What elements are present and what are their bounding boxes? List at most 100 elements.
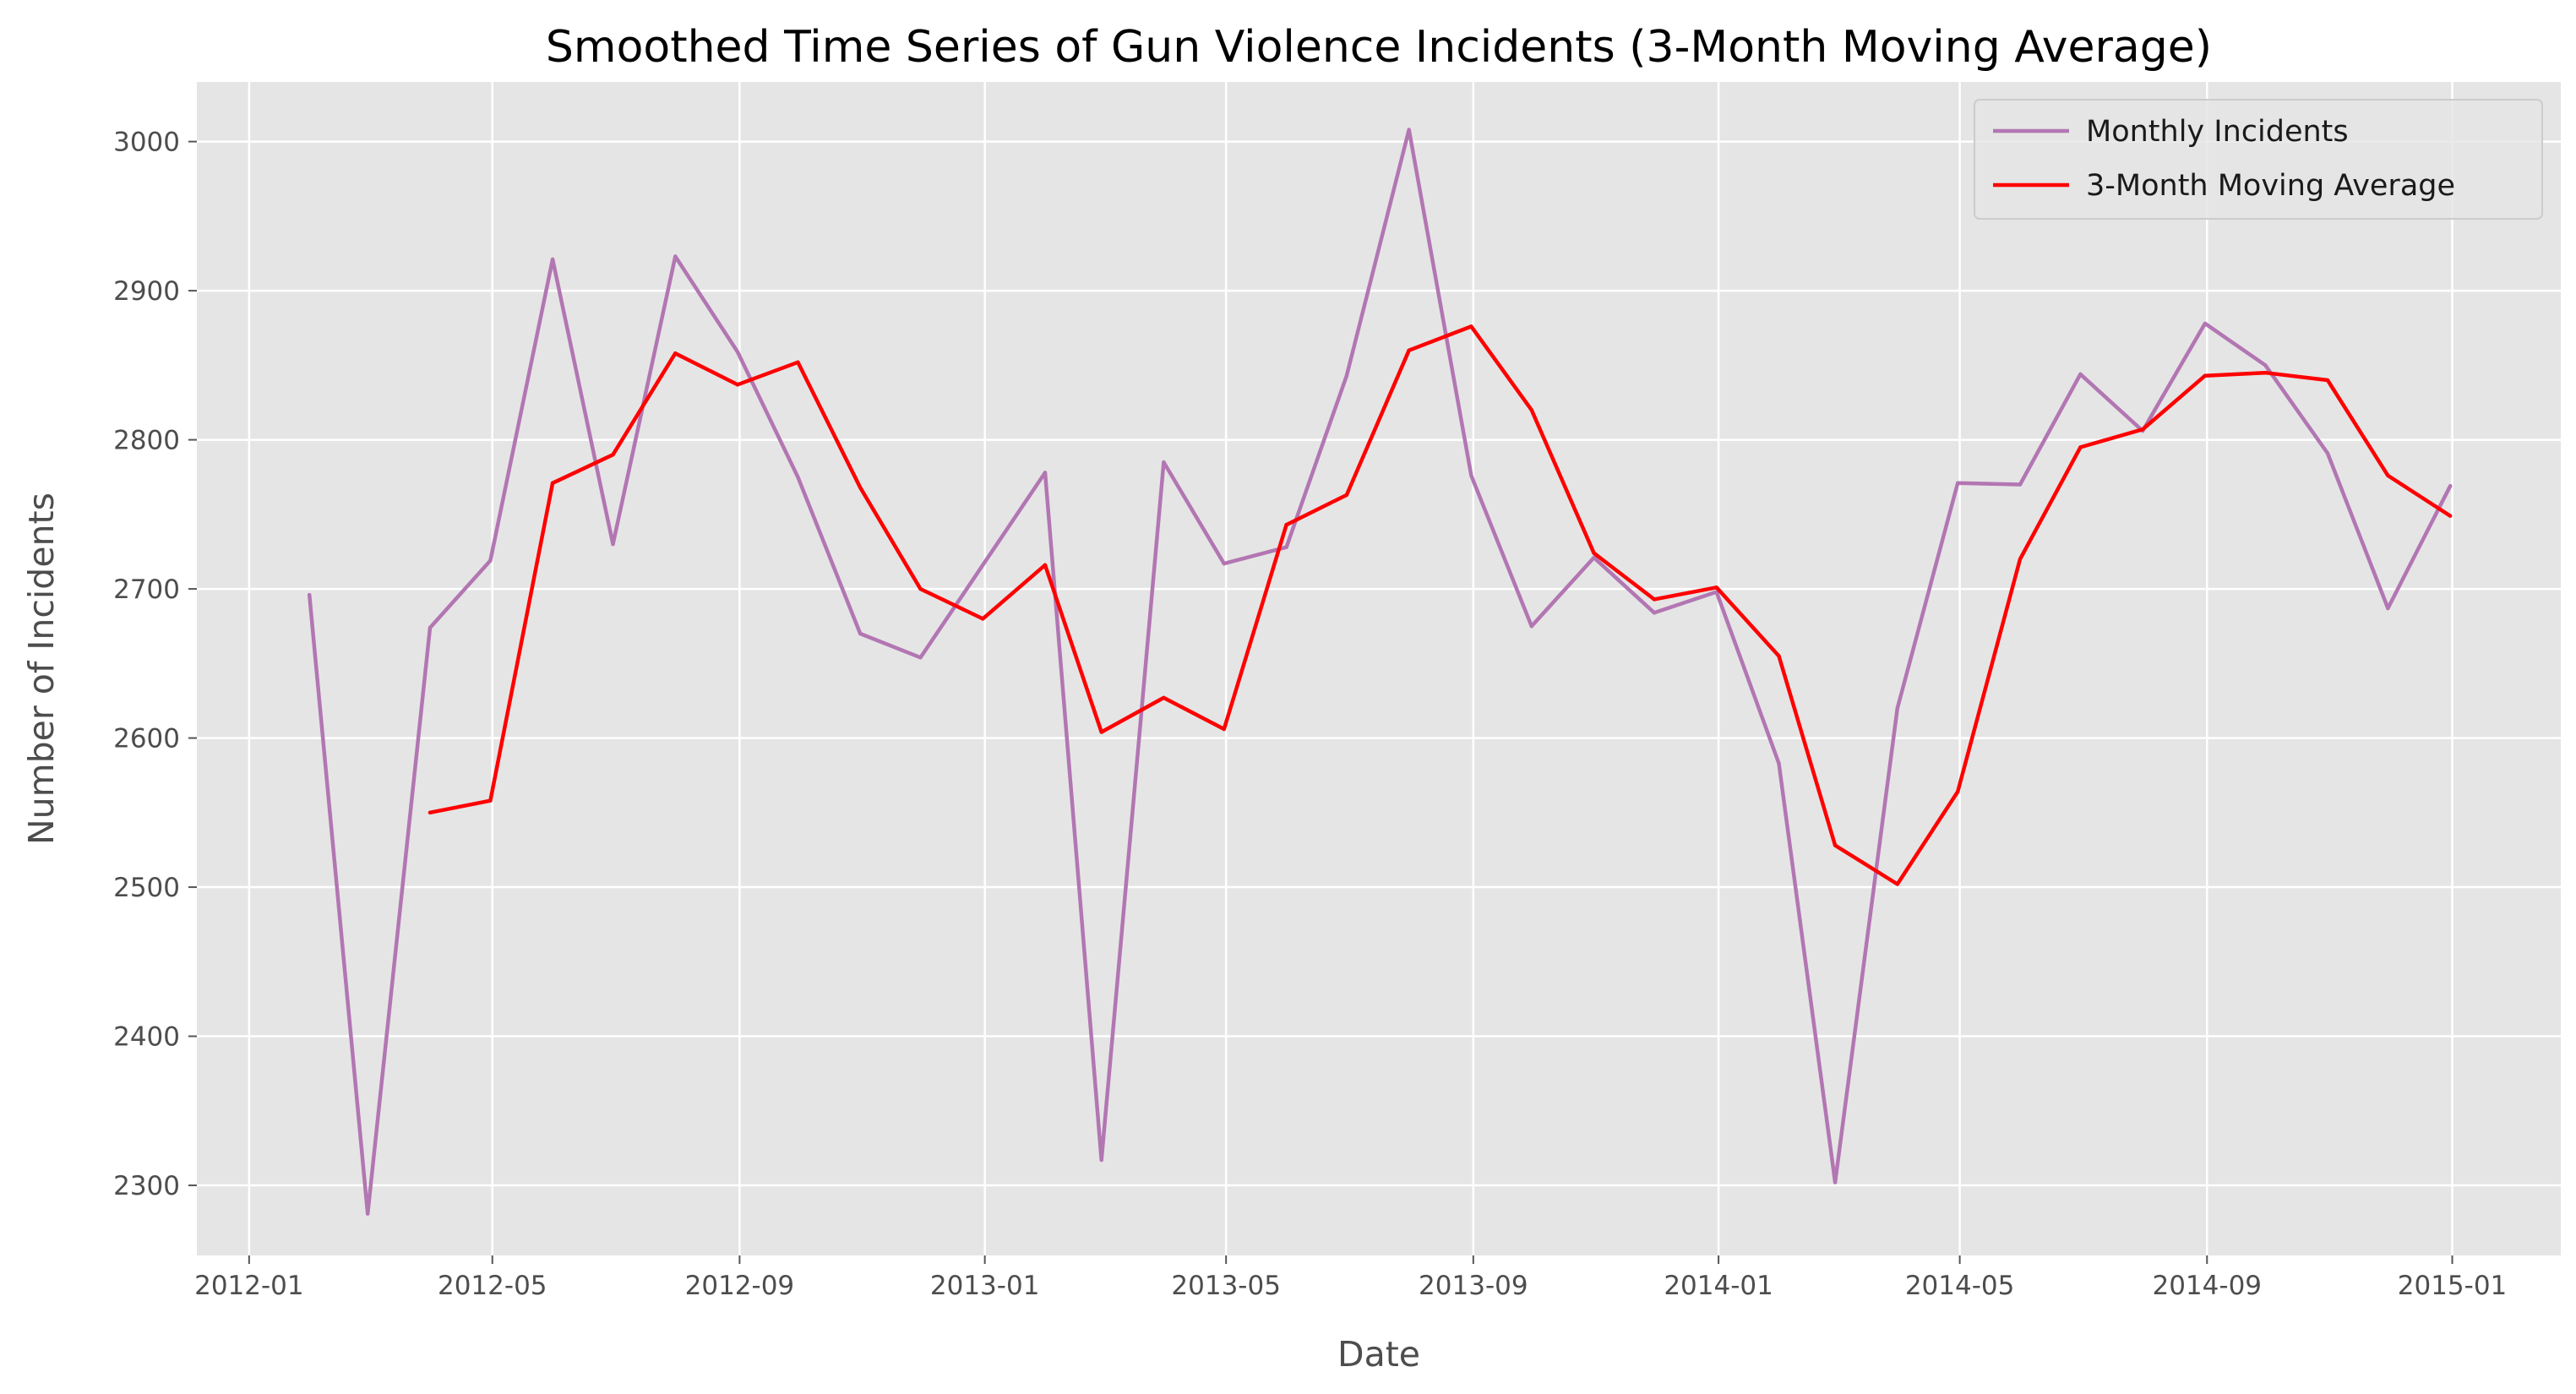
data-point: [796, 360, 800, 364]
legend-label-monthly-incidents: Monthly Incidents: [2086, 115, 2349, 149]
data-point: [735, 350, 740, 354]
data-point: [1469, 473, 1473, 478]
data-point: [1222, 561, 1227, 566]
x-axis-label: Date: [1337, 1334, 1420, 1375]
data-point: [2203, 321, 2208, 326]
x-tick-label: 2012-05: [438, 1271, 547, 1301]
data-point: [366, 1212, 370, 1216]
chart-title: Smoothed Time Series of Gun Violence Inc…: [546, 22, 2212, 73]
data-point: [2140, 427, 2145, 432]
x-tick-label: 2015-01: [2398, 1271, 2508, 1301]
data-point: [611, 542, 615, 547]
data-point: [1222, 727, 1227, 732]
data-point: [981, 563, 985, 567]
grid: [197, 82, 2561, 1255]
data-point: [2263, 371, 2268, 375]
data-point: [1592, 551, 1596, 555]
data-point: [1777, 761, 1781, 765]
data-point: [1833, 1180, 1838, 1184]
data-point: [428, 810, 433, 814]
data-point: [1162, 695, 1166, 700]
data-point: [1284, 545, 1288, 549]
data-point: [2325, 378, 2330, 383]
data-point: [735, 383, 740, 387]
data-point: [2448, 484, 2453, 488]
data-point: [1099, 730, 1103, 734]
data-point: [1714, 585, 1718, 590]
data-point: [1956, 481, 1960, 485]
data-point: [1652, 611, 1657, 615]
y-tick-label: 2500: [113, 873, 180, 903]
y-axis-label: Number of Incidents: [21, 493, 62, 845]
data-point: [1043, 563, 1048, 567]
data-point: [1099, 1157, 1103, 1163]
data-point: [1592, 555, 1596, 560]
x-tick-label: 2014-05: [1905, 1271, 2015, 1301]
data-point: [858, 631, 863, 636]
data-point: [488, 558, 493, 563]
x-tick-label: 2013-05: [1171, 1271, 1281, 1301]
series-line-monthly-incidents: [307, 128, 2453, 1216]
data-point: [1043, 471, 1048, 475]
x-tick-label: 2012-09: [685, 1271, 795, 1301]
legend-box: [1974, 99, 2543, 220]
data-point: [1652, 597, 1657, 602]
data-point: [1407, 348, 1411, 352]
axis-ticks: 2012-01 2012-05 2012-09 2013-01 2013-05 2013-…: [113, 128, 2507, 1301]
y-tick-label: 2800: [113, 426, 180, 456]
data-point: [2263, 363, 2268, 368]
data-point: [1407, 128, 1411, 132]
legend-label-moving-average: 3-Month Moving Average: [2086, 169, 2455, 203]
y-tick-label: 2400: [113, 1022, 180, 1053]
data-point: [2448, 514, 2453, 518]
data-point: [2386, 473, 2390, 478]
data-point: [918, 586, 923, 591]
data-point: [2078, 445, 2083, 449]
data-point: [1162, 460, 1166, 465]
data-point: [308, 592, 312, 597]
series-0: [307, 128, 2453, 1216]
y-tick-label: 2900: [113, 276, 180, 307]
series-line-moving-average: [428, 324, 2453, 886]
data-point: [1284, 523, 1288, 527]
data-point: [550, 481, 555, 485]
data-point: [2018, 557, 2023, 561]
plot-area: [197, 82, 2561, 1255]
data-point: [673, 254, 678, 259]
data-point: [1895, 706, 1899, 711]
y-tick-label: 2600: [113, 724, 180, 754]
data-point: [1344, 373, 1349, 378]
x-tick-label: 2013-01: [930, 1271, 1040, 1301]
data-point: [1529, 408, 1534, 412]
x-tick-label: 2014-09: [2152, 1271, 2262, 1301]
data-point: [2386, 606, 2390, 611]
data-point: [673, 351, 678, 356]
data-point: [981, 617, 985, 621]
data-point: [1529, 624, 1534, 629]
data-point: [1469, 324, 1473, 329]
data-point: [796, 475, 800, 479]
x-tick-label: 2014-01: [1664, 1271, 1773, 1301]
x-tick-label: 2013-09: [1419, 1271, 1528, 1301]
series-1: [428, 324, 2453, 886]
y-tick-label: 3000: [113, 128, 180, 158]
data-point: [2018, 482, 2023, 487]
x-tick-label: 2012-01: [194, 1271, 304, 1301]
y-tick-label: 2700: [113, 574, 180, 605]
y-tick-label: 2300: [113, 1171, 180, 1201]
data-point: [1344, 493, 1349, 498]
data-point: [1833, 843, 1838, 847]
legend: Monthly Incidents 3-Month Moving Average: [1974, 99, 2543, 220]
data-point: [2078, 372, 2083, 377]
data-point: [550, 257, 555, 262]
data-point: [858, 485, 863, 490]
data-point: [611, 453, 615, 457]
data-point: [488, 798, 493, 803]
series-lines: [307, 128, 2453, 1216]
data-point: [1895, 882, 1899, 886]
data-point: [918, 656, 923, 660]
data-point: [428, 625, 433, 630]
data-point: [1777, 654, 1781, 658]
